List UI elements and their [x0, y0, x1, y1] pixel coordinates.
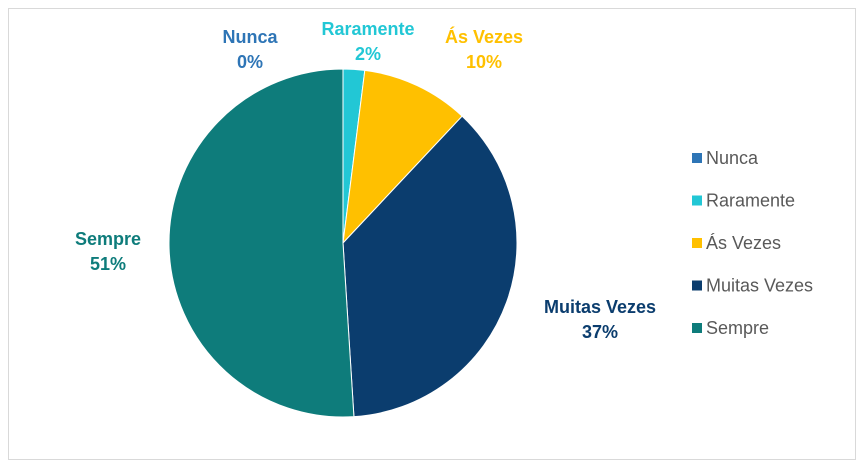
data-label-name: Raramente: [321, 19, 414, 39]
legend-label: Sempre: [706, 318, 769, 338]
data-label-name: Sempre: [75, 229, 141, 249]
legend-swatch: [692, 238, 702, 248]
legend-swatch: [692, 280, 702, 291]
pie-slice: [168, 68, 355, 418]
legend-swatch: [692, 323, 702, 333]
data-label-name: Nunca: [222, 27, 278, 47]
legend-label: Muitas Vezes: [706, 275, 813, 295]
pie-slice: [342, 69, 463, 245]
data-label-value: 51%: [90, 254, 126, 274]
legend-label: Nunca: [706, 148, 759, 168]
data-label-value: 10%: [466, 52, 502, 72]
data-label-value: 37%: [582, 322, 618, 342]
legend-label: Ás Vezes: [706, 233, 781, 253]
legend-swatch: [692, 153, 702, 163]
legend-label: Raramente: [706, 190, 795, 210]
data-label-value: 0%: [237, 52, 263, 72]
legend-swatch: [692, 195, 702, 206]
pie-slice: [342, 115, 518, 418]
data-label-value: 2%: [355, 44, 381, 64]
data-label-name: Muitas Vezes: [544, 297, 656, 317]
data-label-name: Ás Vezes: [445, 26, 523, 47]
